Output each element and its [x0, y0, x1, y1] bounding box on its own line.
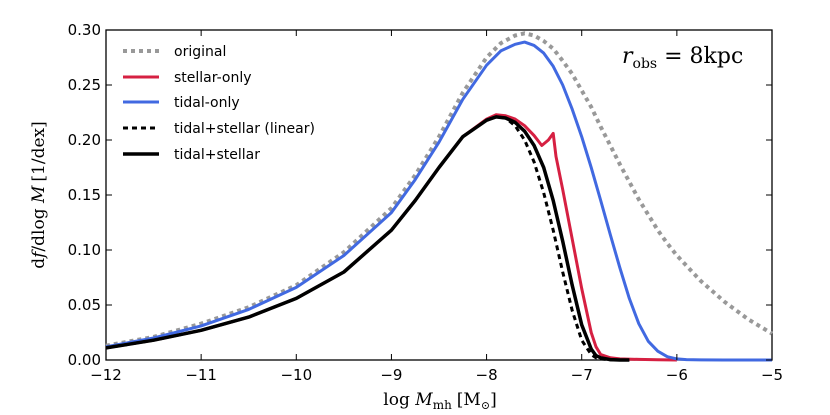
x-tick-label: −9 — [380, 366, 402, 384]
y-axis-label-unit: [1/dex] — [29, 121, 49, 181]
y-tick-label: 0.25 — [68, 76, 101, 94]
x-axis-label: log Mmh [M⊙] — [383, 390, 496, 412]
y-axis-label-M: M — [29, 185, 49, 204]
y-axis-label: df/dlog M [1/dex] — [29, 121, 49, 269]
y-tick-label: 0.30 — [68, 21, 101, 39]
series-tidal-stellar — [105, 115, 630, 362]
legend-label-stellar-only: stellar-only — [174, 70, 252, 86]
y-tick-label: 0.05 — [68, 296, 101, 314]
x-tick-label: −12 — [90, 366, 122, 384]
x-axis-label-unit: [M — [457, 390, 481, 410]
annotation-sub: obs — [633, 56, 658, 72]
y-tick-label: 0.00 — [68, 351, 101, 369]
x-tick-label: −6 — [666, 366, 688, 384]
x-axis-label-M: M — [414, 390, 433, 410]
legend-label-tidal-stellar-linear: tidal+stellar (linear) — [174, 121, 315, 137]
y-tick-label: 0.20 — [68, 131, 101, 149]
annotation-var: r — [622, 44, 634, 69]
y-tick-label: 0.10 — [68, 241, 101, 259]
y-axis-label-slash: /dlog — [29, 203, 49, 252]
legend-label-tidal-stellar: tidal+stellar — [174, 147, 260, 163]
legend: original stellar-only tidal-only tidal+s… — [123, 44, 315, 163]
tick-layer: −12 −11 −10 −9 −8 −7 −6 −5 0.00 0.05 0.10 0.15 0.20 0… — [68, 21, 783, 384]
x-axis-label-sub: mh — [433, 398, 452, 412]
y-tick-label: 0.15 — [68, 186, 101, 204]
legend-label-tidal-only: tidal-only — [174, 95, 240, 111]
series-original — [105, 31, 774, 348]
x-tick-label: −5 — [761, 366, 783, 384]
legend-label-original: original — [174, 44, 226, 60]
annotation-robs: robs = 8kpc — [622, 44, 743, 72]
x-axis-label-close: ] — [490, 390, 497, 410]
series-tidal-stellar-linear — [105, 115, 630, 362]
series-layer — [105, 31, 774, 362]
annotation-eq: = 8kpc — [657, 44, 743, 69]
x-tick-label: −11 — [185, 366, 217, 384]
y-axis-label-f: f — [29, 249, 49, 260]
x-tick-label: −10 — [280, 366, 312, 384]
y-axis-label-d: d — [29, 258, 49, 269]
x-tick-label: −8 — [476, 366, 498, 384]
x-axis-label-odot: ⊙ — [481, 399, 490, 412]
series-tidal-only — [105, 40, 772, 362]
x-axis-label-log: log — [383, 390, 415, 410]
x-tick-label: −7 — [571, 366, 593, 384]
